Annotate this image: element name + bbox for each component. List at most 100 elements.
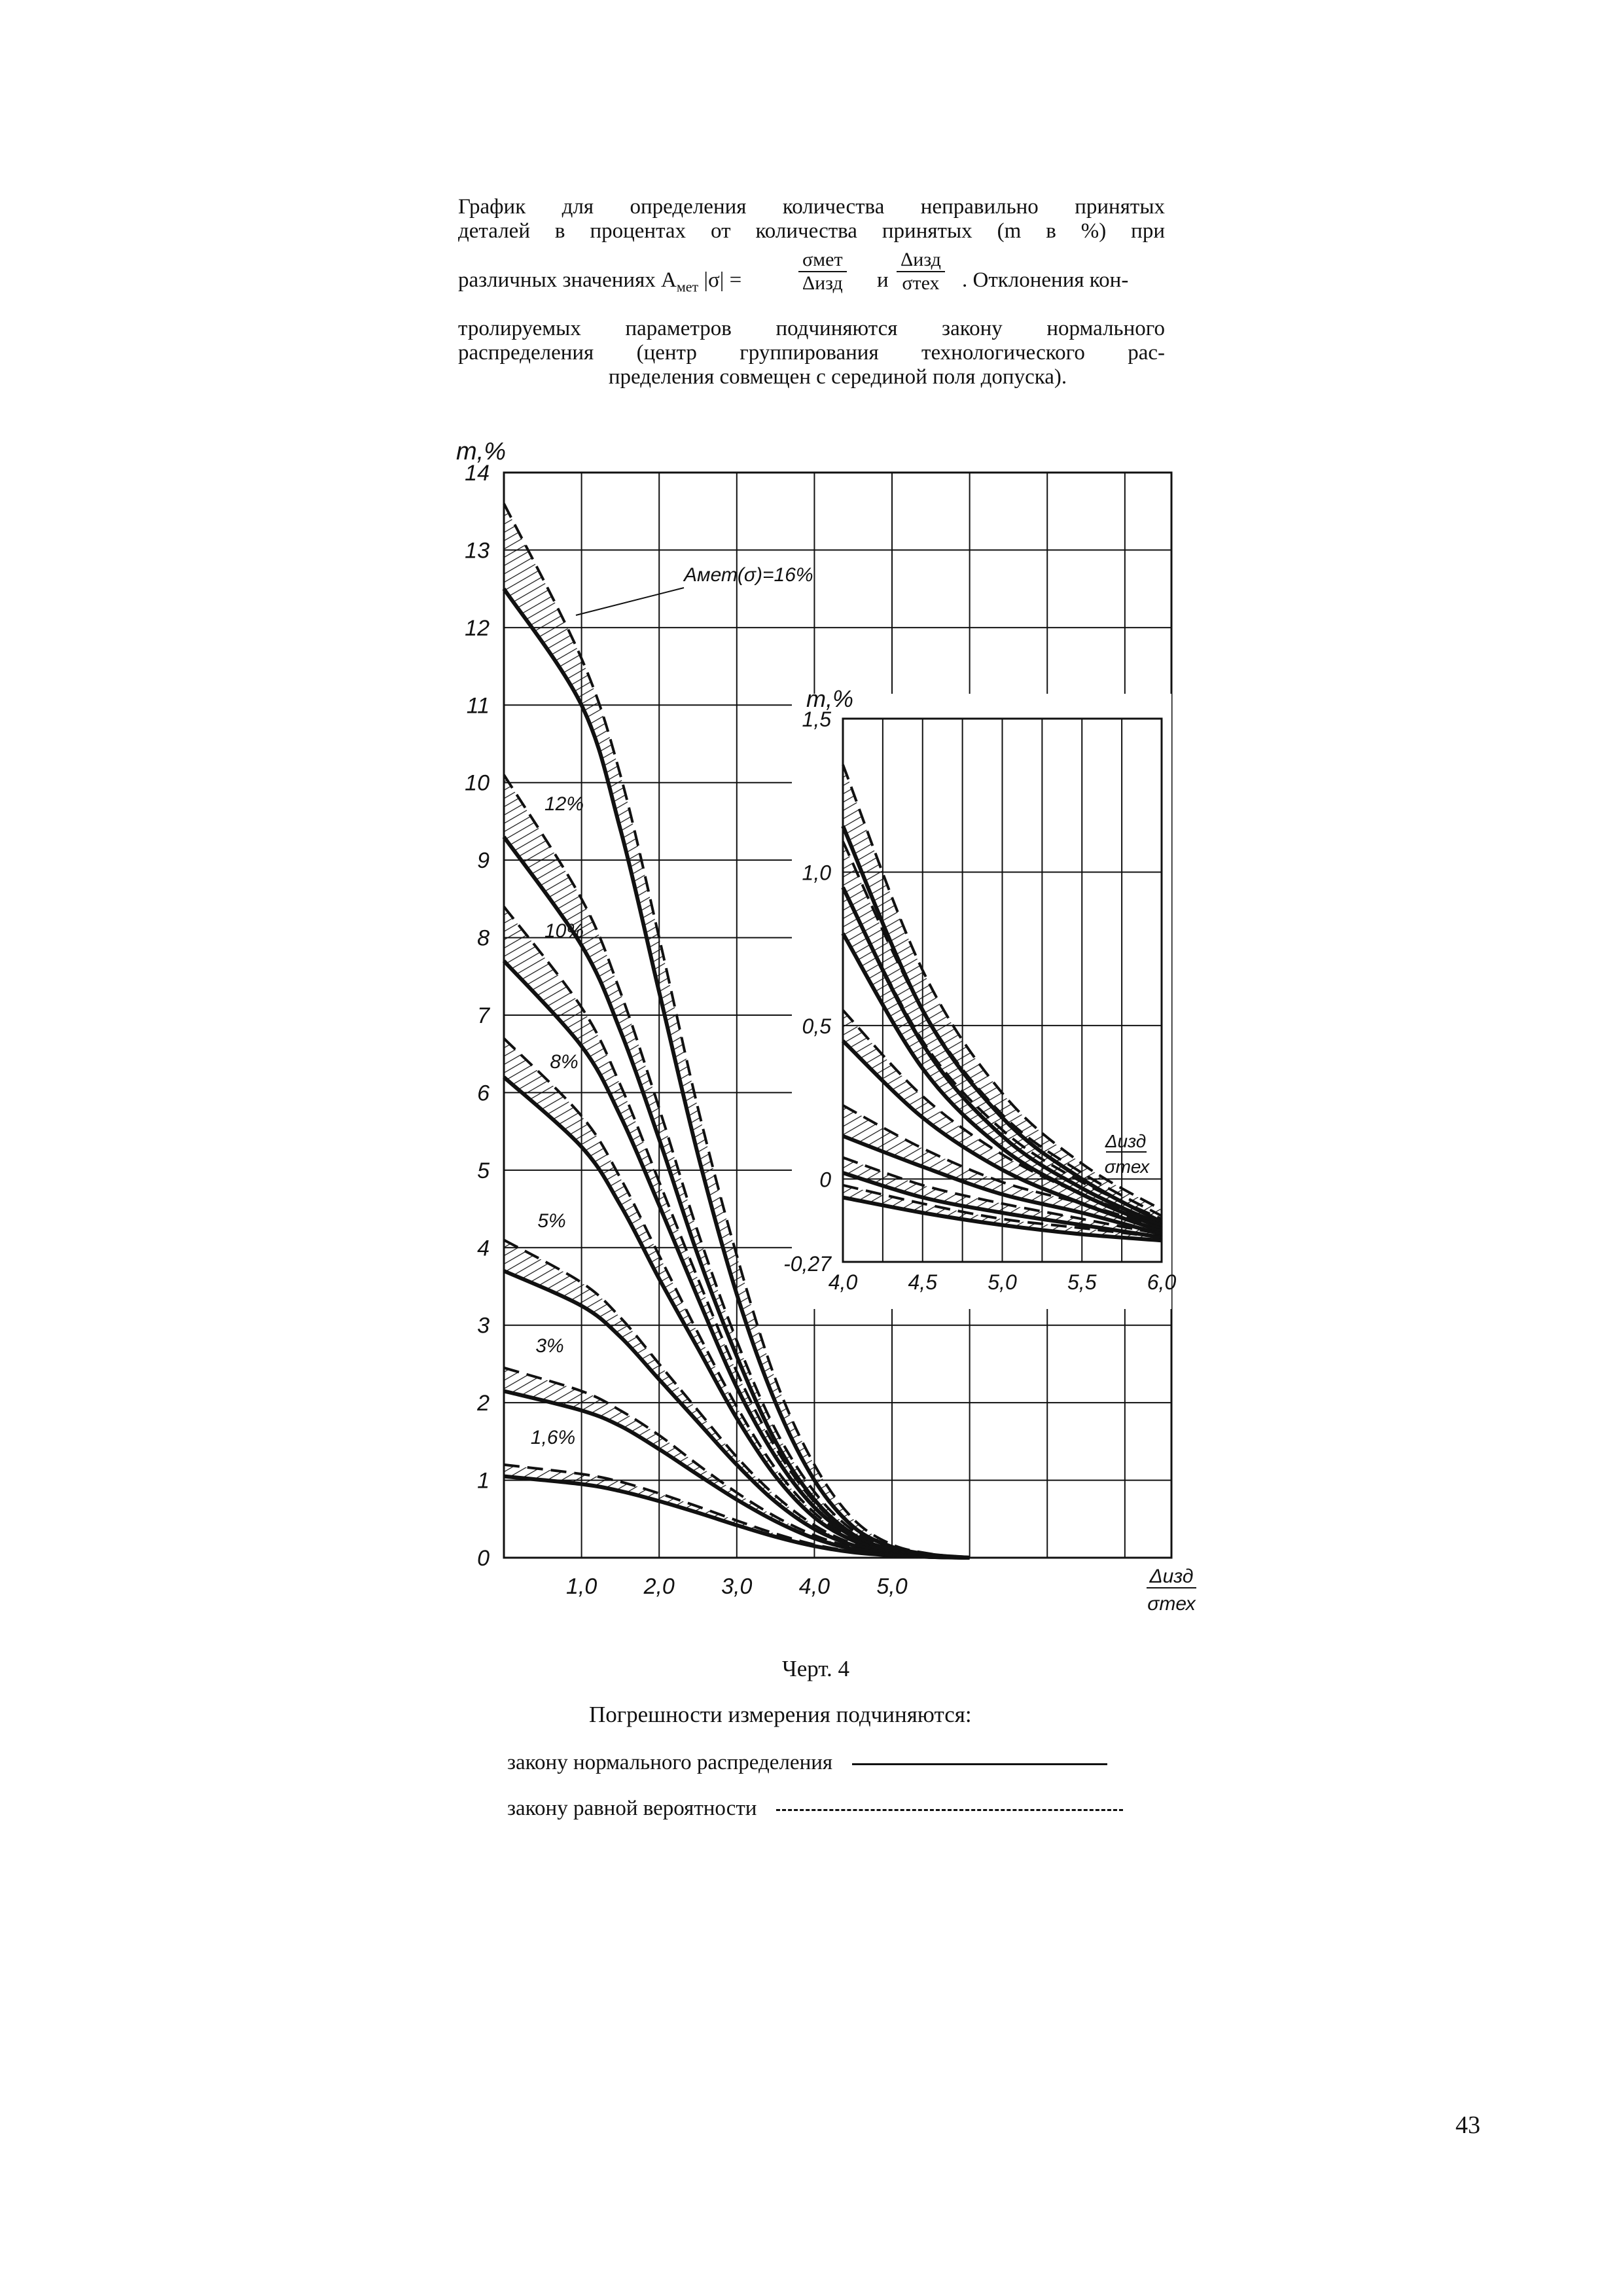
inset-y-tick-label: 0 xyxy=(819,1168,831,1191)
inset-normal-line-4 xyxy=(842,1134,1162,1236)
main-band-0 xyxy=(504,503,970,1558)
main-x-tick-label: 3,0 xyxy=(721,1574,752,1599)
main-uniform-line-3 xyxy=(503,1037,970,1559)
inset-x-tick-label: 4,0 xyxy=(829,1270,858,1294)
main-y-tick-label: 6 xyxy=(477,1081,490,1105)
series-annotation-6: 1,6% xyxy=(531,1427,575,1448)
inset-y-tick-label: -0,27 xyxy=(783,1252,832,1276)
main-y-tick-label: 9 xyxy=(477,848,490,873)
inset-uniform-line-6 xyxy=(842,1183,1162,1239)
main-y-tick-label: 13 xyxy=(465,538,490,563)
inset-normal-line-0 xyxy=(841,825,1163,1224)
main-x-tick-label: 4,0 xyxy=(799,1574,830,1599)
main-band-5 xyxy=(504,1367,970,1558)
inset-uniform-line-5 xyxy=(842,1156,1162,1236)
figure-caption: График для определения количества неправ… xyxy=(458,195,1165,389)
main-band-4 xyxy=(504,1240,970,1558)
caption-formula-line: различных значениях Aмет |σ| = σмет Δизд… xyxy=(458,243,1165,317)
series-annotation-2: 10% xyxy=(544,920,584,942)
inset-y-axis-label: m,% xyxy=(806,685,853,712)
main-y-tick-label: 11 xyxy=(467,693,490,718)
inset-x-axis-label-den: σтех xyxy=(1105,1157,1150,1177)
caption-line-5: распределения (центр группирования техно… xyxy=(458,341,1165,365)
main-band-3 xyxy=(504,1038,970,1558)
main-normal-line-0 xyxy=(502,587,970,1560)
inset-x-tick-label: 5,5 xyxy=(1067,1270,1097,1294)
legend-solid-line-icon xyxy=(852,1763,1108,1765)
main-band-6 xyxy=(504,1464,970,1558)
inset-x-axis-label-num: Δизд xyxy=(1105,1131,1147,1151)
series-annotation-5: 3% xyxy=(535,1335,563,1357)
inset-x-tick-label: 4,5 xyxy=(908,1270,938,1294)
series-annotation-1: 12% xyxy=(544,793,584,815)
caption-and: и xyxy=(877,268,889,292)
annotation-leader-line xyxy=(575,587,685,616)
main-x-axis-label-num: Δизд xyxy=(1149,1566,1193,1587)
legend-uniform: закону равной вероятности xyxy=(507,1797,1124,1821)
main-x-tick-label: 2,0 xyxy=(643,1574,675,1599)
caption-line-6: пределения совмещен с серединой поля доп… xyxy=(608,365,1067,389)
caption-line-3c: . Отклонения кон- xyxy=(962,268,1129,292)
inset-normal-line-2 xyxy=(841,932,1163,1230)
main-y-tick-label: 4 xyxy=(477,1236,490,1261)
main-y-tick-label: 14 xyxy=(465,461,490,486)
main-chart-lines xyxy=(502,503,970,1560)
inset-uniform-line-1 xyxy=(842,840,1162,1217)
main-uniform-line-1 xyxy=(503,774,970,1559)
main-x-tick-label: 5,0 xyxy=(876,1574,907,1599)
main-y-tick-label: 10 xyxy=(465,771,490,796)
fraction-1-numerator: σмет xyxy=(798,249,847,272)
main-band-2 xyxy=(504,906,970,1558)
inset-x-tick-label: 5,0 xyxy=(988,1270,1017,1294)
fraction-sigma-met: σмет Δизд xyxy=(798,249,847,295)
main-uniform-line-0 xyxy=(503,503,970,1559)
fraction-2-denominator: σтех xyxy=(902,272,940,294)
main-uniform-line-6 xyxy=(503,1463,970,1559)
caption-line-3-sub: мет xyxy=(676,278,699,295)
inset-chart-lines xyxy=(841,764,1163,1243)
legend-uniform-label: закону равной вероятности xyxy=(507,1797,757,1820)
main-uniform-line-2 xyxy=(503,905,970,1559)
inset-normal-line-5 xyxy=(842,1171,1162,1240)
main-y-tick-label: 1 xyxy=(477,1469,490,1494)
series-annotation-3: 8% xyxy=(550,1051,578,1073)
series-annotation-4: 5% xyxy=(537,1210,565,1232)
caption-line-3b: |σ| = xyxy=(704,268,742,292)
main-y-tick-label: 3 xyxy=(477,1314,490,1338)
caption-line-4: тролируемых параметров подчиняются закон… xyxy=(458,317,1165,340)
figure-label: Черт. 4 xyxy=(782,1656,849,1681)
caption-line-1: График для определения количества неправ… xyxy=(458,195,1165,219)
legend-dashed-line-icon xyxy=(776,1808,1124,1811)
inset-x-tick-label: 6,0 xyxy=(1147,1270,1177,1294)
main-y-tick-label: 12 xyxy=(465,616,490,641)
inset-y-tick-label: 1,5 xyxy=(802,708,832,731)
fraction-1-denominator: Δизд xyxy=(802,272,843,294)
inset-y-tick-label: 1,0 xyxy=(802,861,832,884)
inset-uniform-line-0 xyxy=(842,764,1162,1211)
main-chart-bands xyxy=(504,503,970,1558)
main-y-tick-label: 7 xyxy=(477,1003,490,1028)
inset-uniform-line-2 xyxy=(842,886,1162,1221)
main-y-axis-label: m,% xyxy=(456,438,506,465)
main-y-tick-label: 5 xyxy=(477,1158,490,1183)
fraction-2-numerator: Δизд xyxy=(897,249,945,272)
caption-line-2: деталей в процентах от количества принят… xyxy=(458,219,1165,243)
main-x-axis-label-den: σтех xyxy=(1147,1593,1196,1615)
page-number: 43 xyxy=(1455,2111,1480,2139)
main-x-tick-label: 1,0 xyxy=(566,1574,597,1599)
legend-normal: закону нормального распределения xyxy=(507,1751,1108,1775)
inset-uniform-line-4 xyxy=(842,1104,1162,1230)
caption-line-3a: различных значениях A xyxy=(458,268,677,292)
inset-normal-line-3 xyxy=(841,1039,1162,1233)
legend-normal-label: закону нормального распределения xyxy=(507,1751,833,1774)
legend-title: Погрешности измерения подчиняются: xyxy=(589,1702,972,1727)
inset-uniform-line-3 xyxy=(842,1009,1162,1227)
main-y-tick-label: 2 xyxy=(476,1391,490,1416)
main-band-1 xyxy=(504,774,970,1558)
main-y-tick-label: 0 xyxy=(477,1546,490,1571)
inset-y-tick-label: 0,5 xyxy=(802,1014,832,1038)
main-y-tick-label: 8 xyxy=(477,926,490,951)
fraction-delta-izd: Δизд σтех xyxy=(897,249,945,295)
